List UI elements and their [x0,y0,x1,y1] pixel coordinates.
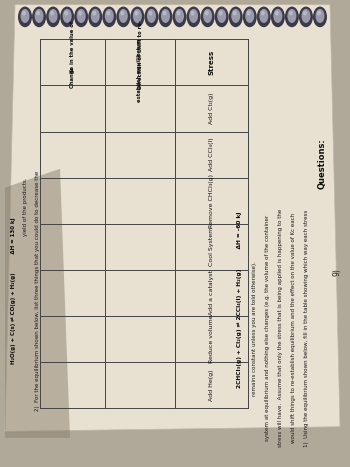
Text: Change in the value of: Change in the value of [70,21,75,88]
Ellipse shape [287,9,296,23]
Text: Questions:: Questions: [318,139,327,190]
Ellipse shape [74,7,88,27]
Text: Add Cl₂(g): Add Cl₂(g) [209,93,214,124]
Ellipse shape [22,11,26,15]
Ellipse shape [88,7,102,27]
Ellipse shape [147,9,156,23]
Ellipse shape [247,11,251,15]
Text: 9): 9) [332,268,342,276]
Ellipse shape [92,11,96,15]
Ellipse shape [219,11,223,15]
Polygon shape [5,5,340,432]
Ellipse shape [303,11,307,15]
Text: Direction of shift to re-: Direction of shift to re- [138,21,142,89]
Ellipse shape [120,11,124,15]
Text: Cool System: Cool System [209,227,214,266]
Ellipse shape [119,9,128,23]
Ellipse shape [313,7,327,27]
Text: Add a catalyst: Add a catalyst [209,270,214,315]
Ellipse shape [77,9,86,23]
Text: Add He(g): Add He(g) [209,369,214,401]
Text: would shift things to re-establish equilibrium and the effect on the value of Kc: would shift things to re-establish equil… [291,213,296,443]
Ellipse shape [36,11,40,15]
Ellipse shape [229,7,243,27]
Ellipse shape [261,11,265,15]
Ellipse shape [231,9,240,23]
Ellipse shape [161,9,170,23]
Ellipse shape [21,9,29,23]
Text: establish equilibrium: establish equilibrium [138,38,142,102]
Ellipse shape [285,7,299,27]
Ellipse shape [162,11,167,15]
Text: Kc: Kc [70,66,75,73]
Ellipse shape [175,9,184,23]
Ellipse shape [50,11,54,15]
Ellipse shape [189,9,198,23]
Text: Remove CHCl₃(g): Remove CHCl₃(g) [209,174,214,227]
Ellipse shape [257,7,271,27]
Ellipse shape [159,7,173,27]
Ellipse shape [217,9,226,23]
Ellipse shape [205,11,209,15]
Ellipse shape [116,7,130,27]
Ellipse shape [46,7,60,27]
Ellipse shape [49,9,58,23]
Ellipse shape [105,9,114,23]
Ellipse shape [245,9,254,23]
Ellipse shape [145,7,159,27]
Ellipse shape [203,9,212,23]
Ellipse shape [134,11,138,15]
Ellipse shape [173,7,187,27]
Ellipse shape [317,11,321,15]
Ellipse shape [35,9,43,23]
Ellipse shape [102,7,116,27]
Ellipse shape [18,7,32,27]
Ellipse shape [190,11,195,15]
Polygon shape [5,169,70,438]
Ellipse shape [243,7,257,27]
Ellipse shape [91,9,100,23]
Text: Reduce volume: Reduce volume [209,315,214,363]
Ellipse shape [64,11,68,15]
Text: yield of the products.: yield of the products. [23,177,28,235]
Text: 2)  For the equilibrium shown below, list three things that you could do to decr: 2) For the equilibrium shown below, list… [35,170,40,411]
Ellipse shape [275,11,279,15]
Ellipse shape [63,9,72,23]
Ellipse shape [215,7,229,27]
Text: stress will have.  Assume that only the stress that is being applied is happenin: stress will have. Assume that only the s… [278,209,283,447]
Text: H₂O(g) + C(s) ⇌ CO(g) + H₂(g)          ΔH = 130 kJ: H₂O(g) + C(s) ⇌ CO(g) + H₂(g) ΔH = 130 k… [11,218,16,364]
Ellipse shape [289,11,293,15]
Ellipse shape [148,11,153,15]
Text: 2CHCl₃(g) + Cl₂(g) ⇌ 2CCl₄(l) + H₂(g)          ΔH = -60 kJ: 2CHCl₃(g) + Cl₂(g) ⇌ 2CCl₄(l) + H₂(g) ΔH… [237,212,242,389]
Ellipse shape [233,11,237,15]
Ellipse shape [299,7,313,27]
Ellipse shape [187,7,201,27]
Text: 1)  Using the equilibrium shown below, fill in the table showing which way each : 1) Using the equilibrium shown below, fi… [304,210,309,447]
Ellipse shape [32,7,46,27]
Ellipse shape [133,9,142,23]
Ellipse shape [131,7,145,27]
Ellipse shape [60,7,74,27]
Text: Stress: Stress [209,50,215,75]
Ellipse shape [106,11,110,15]
Ellipse shape [301,9,310,23]
Ellipse shape [78,11,82,15]
Ellipse shape [273,9,282,23]
Text: Add CCl₄(l): Add CCl₄(l) [209,138,214,171]
Text: system at equilibrium and nothing else changes (e.g. the volume of the container: system at equilibrium and nothing else c… [265,215,270,441]
Ellipse shape [259,9,268,23]
Ellipse shape [271,7,285,27]
Ellipse shape [315,9,324,23]
Ellipse shape [201,7,215,27]
Ellipse shape [176,11,181,15]
Text: remains constant unless you are told otherwise).: remains constant unless you are told oth… [252,261,257,396]
